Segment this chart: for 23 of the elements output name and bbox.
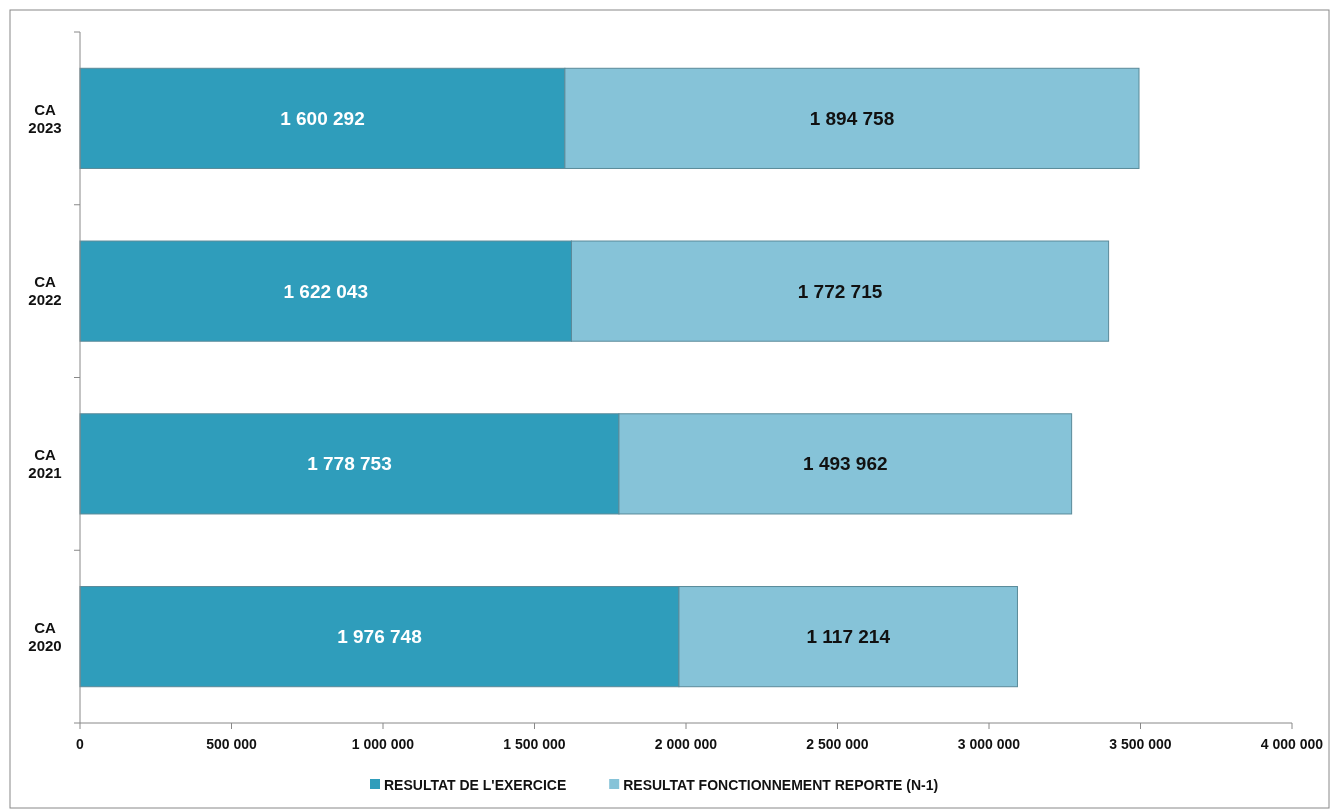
y-tick-label: CA 2020: [28, 618, 62, 654]
data-label: 1 778 753: [307, 453, 392, 475]
data-label: 1 622 043: [283, 280, 369, 302]
data-label: 1 493 962: [803, 453, 888, 475]
x-tick-label: 2 500 000: [806, 736, 869, 752]
x-tick-label: 2 000 000: [654, 736, 718, 752]
x-tick-label: 500 000: [206, 736, 258, 752]
data-label: 1 117 214: [806, 626, 891, 648]
y-tick-label: CA 2021: [28, 446, 62, 482]
y-tick-label: CA 2022: [28, 273, 62, 309]
data-label: 1 976 748: [337, 626, 422, 648]
x-tick-label: 3 500 000: [1109, 736, 1172, 752]
legend-label: RESULTAT FONCTIONNEMENT REPORTE (N-1): [623, 777, 939, 793]
x-tick-label: 1 000 000: [351, 736, 415, 752]
y-tick-label: CA 2023: [28, 100, 62, 136]
legend-label: RESULTAT DE L'EXERCICE: [384, 777, 567, 793]
x-tick-label: 4 000 000: [1260, 736, 1324, 752]
data-label: 1 894 758: [809, 107, 895, 129]
x-tick-label: 0: [76, 736, 85, 752]
data-label: 1 600 292: [280, 107, 365, 129]
data-label: 1 772 715: [797, 280, 883, 302]
x-tick-label: 3 000 000: [957, 736, 1021, 752]
x-tick-label: 1 500 000: [503, 736, 566, 752]
